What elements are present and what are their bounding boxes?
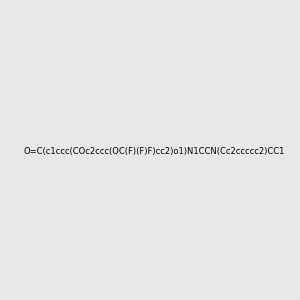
Text: O=C(c1ccc(COc2ccc(OC(F)(F)F)cc2)o1)N1CCN(Cc2ccccc2)CC1: O=C(c1ccc(COc2ccc(OC(F)(F)F)cc2)o1)N1CCN… <box>23 147 284 156</box>
